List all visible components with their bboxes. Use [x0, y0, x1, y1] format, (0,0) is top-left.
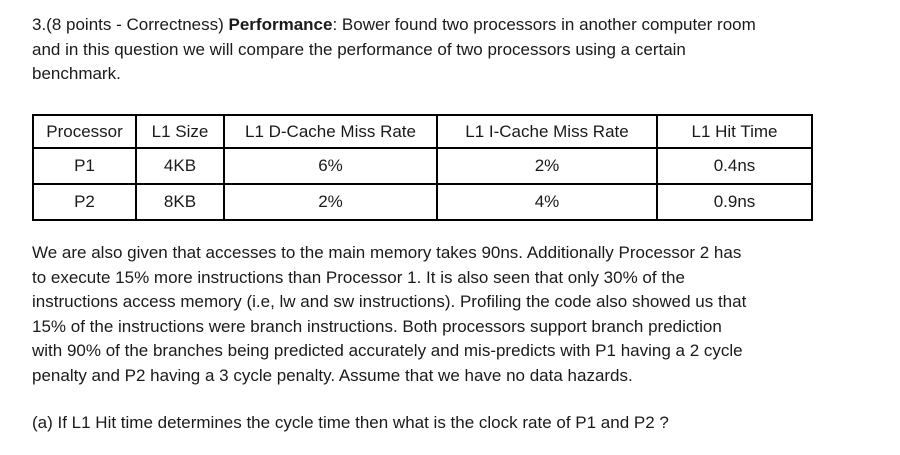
header-l1-hit-time: L1 Hit Time: [656, 114, 813, 149]
question-a: (a) If L1 Hit time determines the cycle …: [32, 411, 669, 436]
header-l1-size: L1 Size: [135, 114, 225, 149]
question-a-text: (a) If L1 Hit time determines the cycle …: [32, 413, 669, 432]
details-line: instructions access memory (i.e, lw and …: [32, 292, 747, 311]
cell-hit-time: 0.4ns: [656, 147, 813, 185]
table-row: P2 8KB 2% 4% 0.9ns: [32, 183, 813, 221]
table-row: P1 4KB 6% 2% 0.4ns: [32, 147, 813, 185]
problem-title: Performance: [228, 15, 333, 34]
cell-l1-size: 4KB: [135, 147, 225, 185]
details-line: with 90% of the branches being predicted…: [32, 341, 743, 360]
cell-dcache-miss-rate: 6%: [223, 147, 438, 185]
cell-dcache-miss-rate: 2%: [223, 183, 438, 221]
cell-icache-miss-rate: 2%: [436, 147, 658, 185]
cell-processor: P1: [32, 147, 137, 185]
header-l1-icache-miss-rate: L1 I-Cache Miss Rate: [436, 114, 658, 149]
details-line: 15% of the instructions were branch inst…: [32, 316, 722, 336]
header-l1-dcache-miss-rate: L1 D-Cache Miss Rate: [223, 114, 438, 149]
details-line: penalty and P2 having a 3 cycle penalty.…: [32, 365, 633, 385]
intro-line-1-rest: : Bower found two processors in another …: [332, 15, 756, 34]
cell-hit-time: 0.9ns: [656, 183, 813, 221]
problem-prefix: 3.(8 points - Correctness): [32, 15, 229, 34]
problem-details: We are also given that accesses to the m…: [32, 241, 832, 388]
intro-line-3: benchmark.: [32, 64, 121, 83]
cell-icache-miss-rate: 4%: [436, 183, 658, 221]
details-line: We are also given that accesses to the m…: [32, 243, 742, 262]
header-processor: Processor: [32, 114, 137, 149]
processor-spec-table: Processor L1 Size L1 D-Cache Miss Rate L…: [32, 114, 813, 221]
problem-intro: 3.(8 points - Correctness) Performance: …: [32, 13, 832, 87]
table-header-row: Processor L1 Size L1 D-Cache Miss Rate L…: [32, 114, 813, 149]
intro-line-2: and in this question we will compare the…: [32, 39, 686, 59]
intro-line-1: 3.(8 points - Correctness) Performance: …: [32, 13, 832, 38]
cell-processor: P2: [32, 183, 137, 221]
details-line: to execute 15% more instructions than Pr…: [32, 267, 685, 287]
cell-l1-size: 8KB: [135, 183, 225, 221]
